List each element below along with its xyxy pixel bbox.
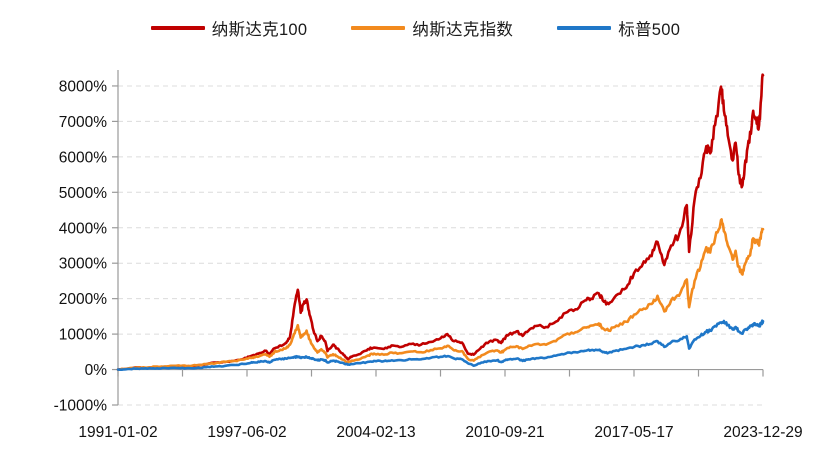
x-tick-label: 2017-05-17: [594, 424, 673, 441]
x-tick-label: 2023-12-29: [723, 424, 802, 441]
legend-line-swatch-blue: [557, 26, 612, 30]
series-sp500-line: [116, 319, 765, 371]
x-tick-label: 2004-02-13: [336, 424, 415, 441]
legend-label: 纳斯达克100: [211, 21, 308, 39]
x-tick-label: 1991-01-02: [78, 424, 157, 441]
legend-line-swatch-red: [150, 26, 205, 30]
legend-item-nasdaq100: 纳斯达克100: [150, 16, 308, 40]
y-tick-label: -1000%: [54, 398, 108, 415]
y-tick-label: 5000%: [59, 185, 107, 202]
legend-label: 纳斯达克指数: [412, 21, 514, 39]
chart-legend: 纳斯达克100 纳斯达克指数 标普500: [0, 16, 831, 40]
x-tick-label: 2010-09-21: [465, 424, 544, 441]
y-tick-label: 0%: [85, 362, 108, 379]
y-tick-label: 2000%: [59, 291, 107, 308]
y-tick-label: 4000%: [59, 220, 107, 237]
y-tick-label: 6000%: [59, 149, 107, 166]
series-nasdaq-composite-line: [116, 218, 765, 371]
legend-line-swatch-orange: [351, 26, 406, 30]
legend-item-sp500: 标普500: [557, 16, 680, 40]
legend-item-nasdaq-composite: 纳斯达克指数: [351, 16, 513, 40]
x-tick-label: 1997-06-02: [207, 424, 286, 441]
legend-label: 标普500: [618, 21, 681, 39]
series-nasdaq100-line: [116, 73, 765, 371]
y-tick-label: 1000%: [59, 327, 107, 344]
y-tick-label: 7000%: [59, 114, 107, 131]
y-tick-label: 3000%: [59, 256, 107, 273]
y-tick-label: 8000%: [59, 78, 107, 95]
